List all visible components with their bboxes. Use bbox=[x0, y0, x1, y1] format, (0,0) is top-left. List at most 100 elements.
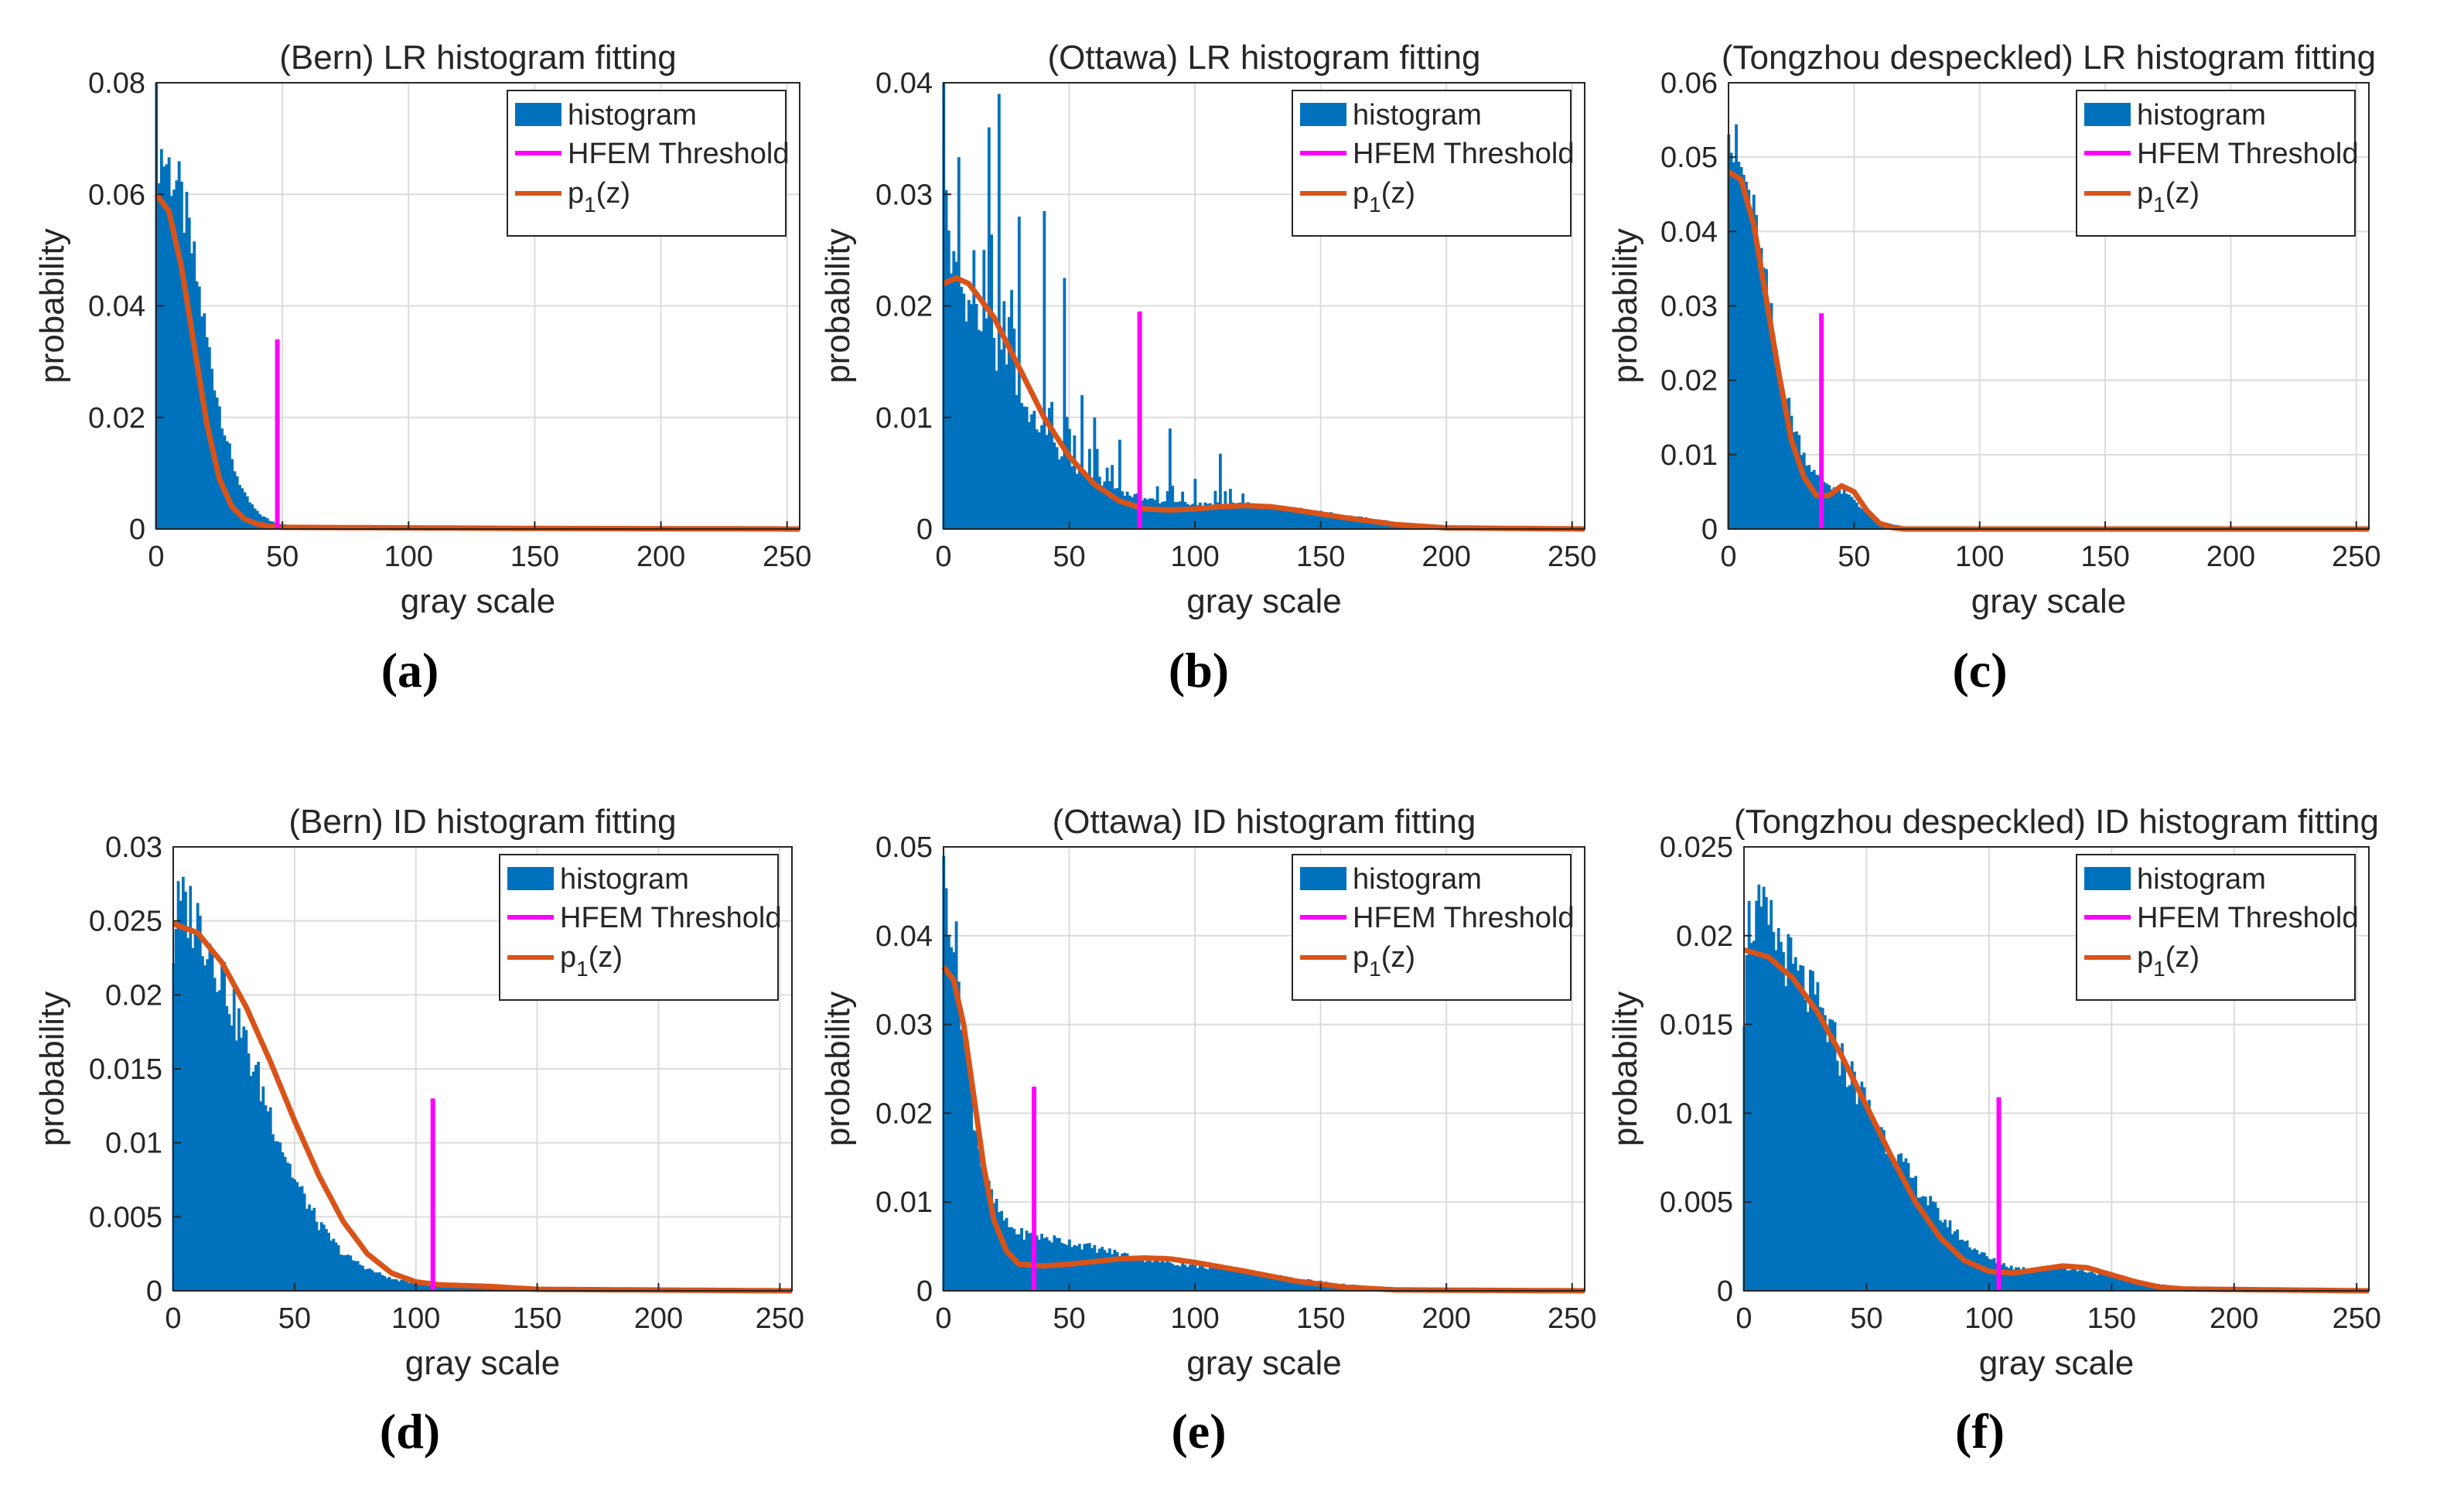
histogram-bar bbox=[1865, 513, 1869, 529]
x-tick-label: 200 bbox=[2206, 541, 2255, 573]
histogram-bar bbox=[180, 181, 183, 529]
y-tick-label: 0.015 bbox=[89, 1053, 162, 1086]
histogram-bar bbox=[1125, 1253, 1129, 1291]
histogram-bar bbox=[2049, 1267, 2053, 1291]
histogram-bar bbox=[174, 928, 178, 1291]
histogram-bar bbox=[1941, 1222, 1944, 1291]
histogram-bar bbox=[1825, 483, 1828, 529]
histogram-bar bbox=[1148, 498, 1152, 529]
histogram-bar bbox=[2083, 1271, 2087, 1291]
y-tick-label: 0.04 bbox=[875, 920, 933, 953]
histogram-bar bbox=[1350, 515, 1353, 529]
x-tick-label: 150 bbox=[510, 541, 559, 573]
histogram-bar bbox=[242, 1026, 246, 1291]
histogram-bar bbox=[1801, 965, 1805, 1291]
histogram-bar bbox=[1231, 1270, 1235, 1291]
x-tick-label: 200 bbox=[1421, 541, 1470, 573]
histogram-bar bbox=[193, 933, 197, 1291]
y-tick-label: 0.01 bbox=[1676, 1097, 1733, 1130]
histogram-bar bbox=[1043, 210, 1046, 529]
histogram-bar bbox=[1097, 1248, 1101, 1291]
x-tick-label: 150 bbox=[513, 1302, 561, 1335]
histogram-bar bbox=[417, 1284, 421, 1291]
histogram-bars bbox=[1727, 124, 2368, 530]
histogram-bar bbox=[404, 1281, 408, 1291]
histogram-bar bbox=[2086, 1272, 2089, 1291]
histogram-bar bbox=[1254, 504, 1258, 529]
histogram-bar bbox=[1032, 411, 1036, 529]
histogram-bar bbox=[1221, 504, 1225, 529]
y-tick-label: 0.01 bbox=[875, 1186, 933, 1219]
histogram-bar bbox=[1877, 1133, 1881, 1291]
histogram-bar bbox=[1916, 1197, 1920, 1291]
x-tick-label: 100 bbox=[1170, 541, 1219, 573]
histogram-bar bbox=[1279, 510, 1282, 529]
x-tick-label: 250 bbox=[2332, 1302, 2380, 1335]
histogram-bar bbox=[1113, 488, 1117, 529]
histogram-bar bbox=[1336, 514, 1340, 529]
histogram-bar bbox=[230, 459, 234, 529]
histogram-bar bbox=[1862, 1087, 1866, 1291]
histogram-bar bbox=[2032, 1270, 2036, 1291]
histogram-bar bbox=[183, 232, 186, 529]
histogram-bar bbox=[2112, 1278, 2116, 1291]
histogram-bar bbox=[974, 303, 978, 529]
histogram-bar bbox=[1845, 1087, 1849, 1291]
histogram-bar bbox=[1923, 1196, 1927, 1291]
histogram-bar bbox=[181, 876, 185, 1291]
histogram-bar bbox=[402, 1280, 406, 1291]
histogram-bar bbox=[190, 253, 193, 529]
histogram-bar bbox=[259, 1101, 263, 1291]
histogram-bar bbox=[2139, 1282, 2143, 1291]
histogram-bar bbox=[1752, 194, 1756, 529]
x-tick-label: 150 bbox=[2080, 541, 2129, 573]
legend-fit-label-main: p bbox=[1353, 177, 1369, 210]
histogram-bar bbox=[232, 981, 236, 1291]
x-tick-label: 250 bbox=[1548, 1302, 1596, 1335]
histogram-bar bbox=[1188, 1265, 1192, 1291]
histogram-bar bbox=[1176, 502, 1179, 529]
histogram-bar bbox=[1158, 1262, 1162, 1291]
histogram-bars bbox=[1742, 884, 2369, 1291]
histogram-bar bbox=[1892, 1166, 1896, 1291]
histogram-bar bbox=[1151, 498, 1155, 529]
histogram-bar bbox=[1759, 247, 1763, 529]
histogram-bar bbox=[206, 959, 210, 1291]
histogram-bar bbox=[1850, 1061, 1854, 1291]
histogram-bar bbox=[1784, 986, 1788, 1291]
histogram-bar bbox=[441, 1284, 445, 1291]
histogram-bar bbox=[1304, 1279, 1308, 1291]
histogram-bar bbox=[1063, 278, 1067, 529]
histogram-bar bbox=[1933, 1202, 1937, 1291]
histogram-bar bbox=[2017, 1267, 2021, 1291]
histogram-bar bbox=[475, 1286, 479, 1291]
histogram-bar bbox=[187, 217, 191, 529]
histogram-bar bbox=[1002, 301, 1006, 529]
histogram-bar bbox=[1319, 510, 1322, 529]
histogram-bars bbox=[942, 855, 1584, 1291]
histogram-bar bbox=[1762, 268, 1766, 529]
histogram-bar bbox=[2009, 1265, 2013, 1291]
histogram-bar bbox=[1143, 498, 1147, 529]
histogram-bar bbox=[370, 1270, 374, 1291]
histogram-bar bbox=[363, 1269, 367, 1291]
histogram-bar bbox=[1121, 1253, 1125, 1291]
histogram-bar bbox=[1988, 1258, 1991, 1291]
histogram-bar bbox=[1990, 1259, 1994, 1291]
histogram-bar bbox=[1201, 1265, 1205, 1291]
histogram-bar bbox=[1105, 467, 1109, 529]
histogram-bar bbox=[1362, 518, 1366, 529]
panel-caption: (b) bbox=[1169, 643, 1229, 698]
histogram-bar bbox=[1302, 511, 1305, 529]
histogram-bar bbox=[449, 1285, 452, 1291]
histogram-bar bbox=[2088, 1271, 2091, 1291]
histogram-bar bbox=[373, 1272, 377, 1291]
histogram-bar bbox=[1978, 1254, 1981, 1291]
y-tick-label: 0 bbox=[146, 1275, 162, 1308]
histogram-bar bbox=[1115, 488, 1119, 529]
legend-histogram-swatch bbox=[515, 103, 561, 126]
histogram-bar bbox=[1289, 509, 1292, 529]
histogram-bar bbox=[1737, 162, 1741, 530]
histogram-bar bbox=[1125, 491, 1129, 529]
